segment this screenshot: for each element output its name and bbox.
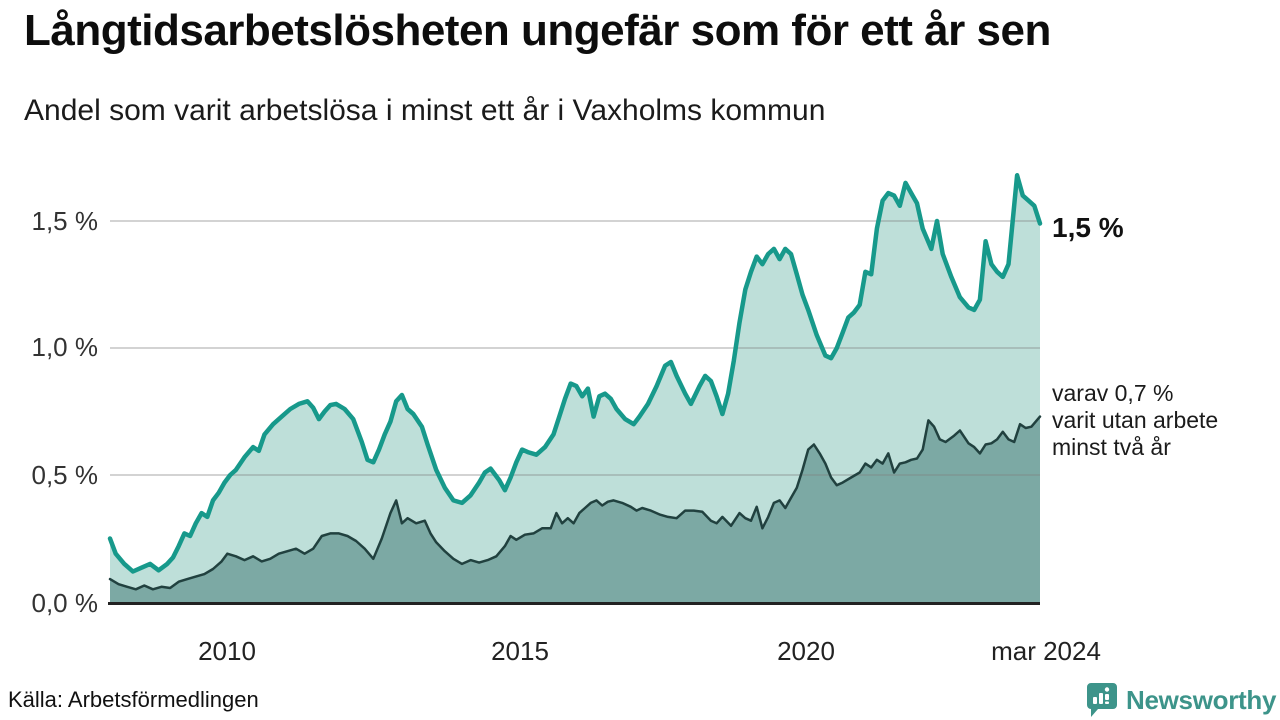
latest-value-label: 1,5 %	[1052, 212, 1124, 243]
newsworthy-logo: Newsworthy	[1086, 682, 1276, 718]
x-axis-tick-label: 2020	[777, 636, 835, 666]
chart-subtitle: Andel som varit arbetslösa i minst ett å…	[24, 94, 826, 127]
series1-line	[107, 173, 1043, 574]
series2-annotation-note: varav 0,7 % varit utan arbete minst två …	[1052, 380, 1219, 460]
x-axis-tick-label: mar 2024	[991, 636, 1101, 666]
series2-line	[108, 415, 1042, 591]
newsworthy-wordmark: Newsworthy	[1126, 684, 1277, 715]
series2-area-fill	[110, 416, 1040, 602]
x-axis-tick-label: 2010	[198, 636, 256, 666]
y-axis-tick-label: 1,0 %	[31, 332, 99, 362]
newsworthy-bubble-chart-icon	[1087, 683, 1117, 717]
chart-title: Långtidsarbetslösheten ungefär som för e…	[24, 6, 1051, 55]
y-axis-tick-label: 1,5 %	[31, 206, 99, 236]
y-axis-tick-label: 0,0 %	[31, 588, 99, 618]
y-axis-tick-label: 0,5 %	[31, 460, 99, 490]
x-axis-tick-label: 2015	[491, 636, 549, 666]
source-note: Källa: Arbetsförmedlingen	[8, 687, 259, 712]
